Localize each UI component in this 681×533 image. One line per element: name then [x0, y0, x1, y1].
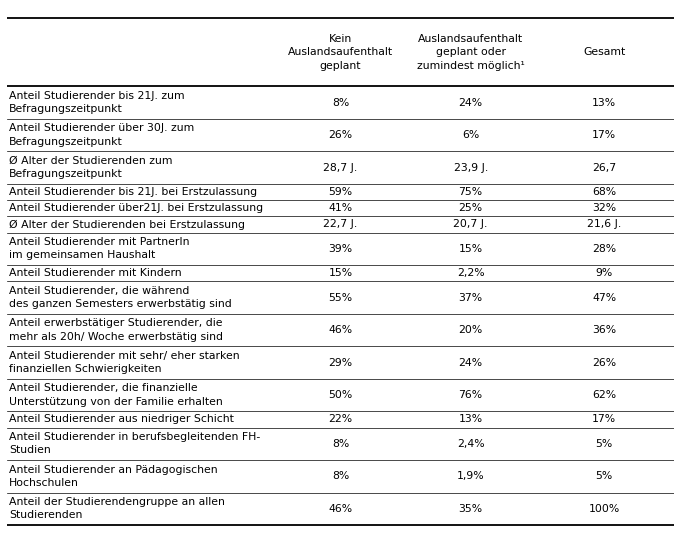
Text: Anteil Studierender in berufsbegleitenden FH-
Studien: Anteil Studierender in berufsbegleitende…	[9, 432, 260, 455]
Text: 15%: 15%	[458, 244, 483, 254]
Text: 47%: 47%	[592, 293, 616, 303]
Text: 26,7: 26,7	[592, 163, 616, 173]
Text: 75%: 75%	[458, 187, 483, 197]
Text: 100%: 100%	[588, 504, 620, 514]
Text: 41%: 41%	[328, 203, 353, 213]
Text: 35%: 35%	[458, 504, 483, 514]
Text: 20%: 20%	[458, 325, 483, 335]
Text: 46%: 46%	[328, 325, 353, 335]
Text: Anteil Studierender, die während
des ganzen Semesters erwerbstätig sind: Anteil Studierender, die während des gan…	[9, 286, 232, 309]
Text: 17%: 17%	[592, 415, 616, 424]
Text: Anteil Studierender mit Kindern: Anteil Studierender mit Kindern	[9, 268, 181, 278]
Text: 46%: 46%	[328, 504, 353, 514]
Text: Ø Alter der Studierenden zum
Befragungszeitpunkt: Ø Alter der Studierenden zum Befragungsz…	[9, 156, 172, 179]
Text: 5%: 5%	[595, 471, 613, 481]
Text: 39%: 39%	[328, 244, 353, 254]
Text: 26%: 26%	[592, 358, 616, 368]
Text: Anteil Studierender mit sehr/ eher starken
finanziellen Schwierigkeiten: Anteil Studierender mit sehr/ eher stark…	[9, 351, 240, 374]
Text: 28,7 J.: 28,7 J.	[323, 163, 358, 173]
Text: 55%: 55%	[328, 293, 353, 303]
Text: Anteil Studierender mit PartnerIn
im gemeinsamen Haushalt: Anteil Studierender mit PartnerIn im gem…	[9, 237, 189, 261]
Text: 1,9%: 1,9%	[457, 471, 484, 481]
Text: Kein
Auslandsaufenthalt
geplant: Kein Auslandsaufenthalt geplant	[288, 34, 393, 71]
Text: 59%: 59%	[328, 187, 353, 197]
Text: 15%: 15%	[328, 268, 353, 278]
Text: 13%: 13%	[592, 98, 616, 108]
Text: Anteil Studierender an Pädagogischen
Hochschulen: Anteil Studierender an Pädagogischen Hoc…	[9, 465, 217, 488]
Text: 6%: 6%	[462, 130, 479, 140]
Text: Ø Alter der Studierenden bei Erstzulassung: Ø Alter der Studierenden bei Erstzulassu…	[9, 219, 244, 230]
Text: 24%: 24%	[458, 358, 483, 368]
Text: 32%: 32%	[592, 203, 616, 213]
Text: 17%: 17%	[592, 130, 616, 140]
Text: Anteil der Studierendengruppe an allen
Studierenden: Anteil der Studierendengruppe an allen S…	[9, 497, 225, 520]
Text: Anteil Studierender bis 21J. bei Erstzulassung: Anteil Studierender bis 21J. bei Erstzul…	[9, 187, 257, 197]
Text: 62%: 62%	[592, 390, 616, 400]
Text: 26%: 26%	[328, 130, 353, 140]
Text: 9%: 9%	[595, 268, 613, 278]
Text: 29%: 29%	[328, 358, 353, 368]
Text: 8%: 8%	[332, 98, 349, 108]
Text: Anteil Studierender bis 21J. zum
Befragungszeitpunkt: Anteil Studierender bis 21J. zum Befragu…	[9, 91, 185, 114]
Text: Anteil Studierender aus niedriger Schicht: Anteil Studierender aus niedriger Schich…	[9, 415, 234, 424]
Text: Gesamt: Gesamt	[583, 47, 625, 58]
Text: 8%: 8%	[332, 471, 349, 481]
Text: Auslandsaufenthalt
geplant oder
zumindest möglich¹: Auslandsaufenthalt geplant oder zumindes…	[417, 34, 524, 71]
Text: 13%: 13%	[458, 415, 483, 424]
Text: 76%: 76%	[458, 390, 483, 400]
Text: 2,4%: 2,4%	[457, 439, 484, 449]
Text: Anteil Studierender über21J. bei Erstzulassung: Anteil Studierender über21J. bei Erstzul…	[9, 203, 263, 213]
Text: 50%: 50%	[328, 390, 353, 400]
Text: 2,2%: 2,2%	[457, 268, 484, 278]
Text: 24%: 24%	[458, 98, 483, 108]
Text: Anteil Studierender über 30J. zum
Befragungszeitpunkt: Anteil Studierender über 30J. zum Befrag…	[9, 124, 194, 147]
Text: Anteil Studierender, die finanzielle
Unterstützung von der Familie erhalten: Anteil Studierender, die finanzielle Unt…	[9, 383, 223, 407]
Text: 22%: 22%	[328, 415, 353, 424]
Text: 8%: 8%	[332, 439, 349, 449]
Text: Anteil erwerbstätiger Studierender, die
mehr als 20h/ Woche erwerbstätig sind: Anteil erwerbstätiger Studierender, die …	[9, 318, 223, 342]
Text: 68%: 68%	[592, 187, 616, 197]
Text: 21,6 J.: 21,6 J.	[587, 220, 621, 229]
Text: 22,7 J.: 22,7 J.	[323, 220, 358, 229]
Text: 20,7 J.: 20,7 J.	[454, 220, 488, 229]
Text: 25%: 25%	[458, 203, 483, 213]
Text: 37%: 37%	[458, 293, 483, 303]
Text: 28%: 28%	[592, 244, 616, 254]
Text: 36%: 36%	[592, 325, 616, 335]
Text: 23,9 J.: 23,9 J.	[454, 163, 488, 173]
Text: 5%: 5%	[595, 439, 613, 449]
